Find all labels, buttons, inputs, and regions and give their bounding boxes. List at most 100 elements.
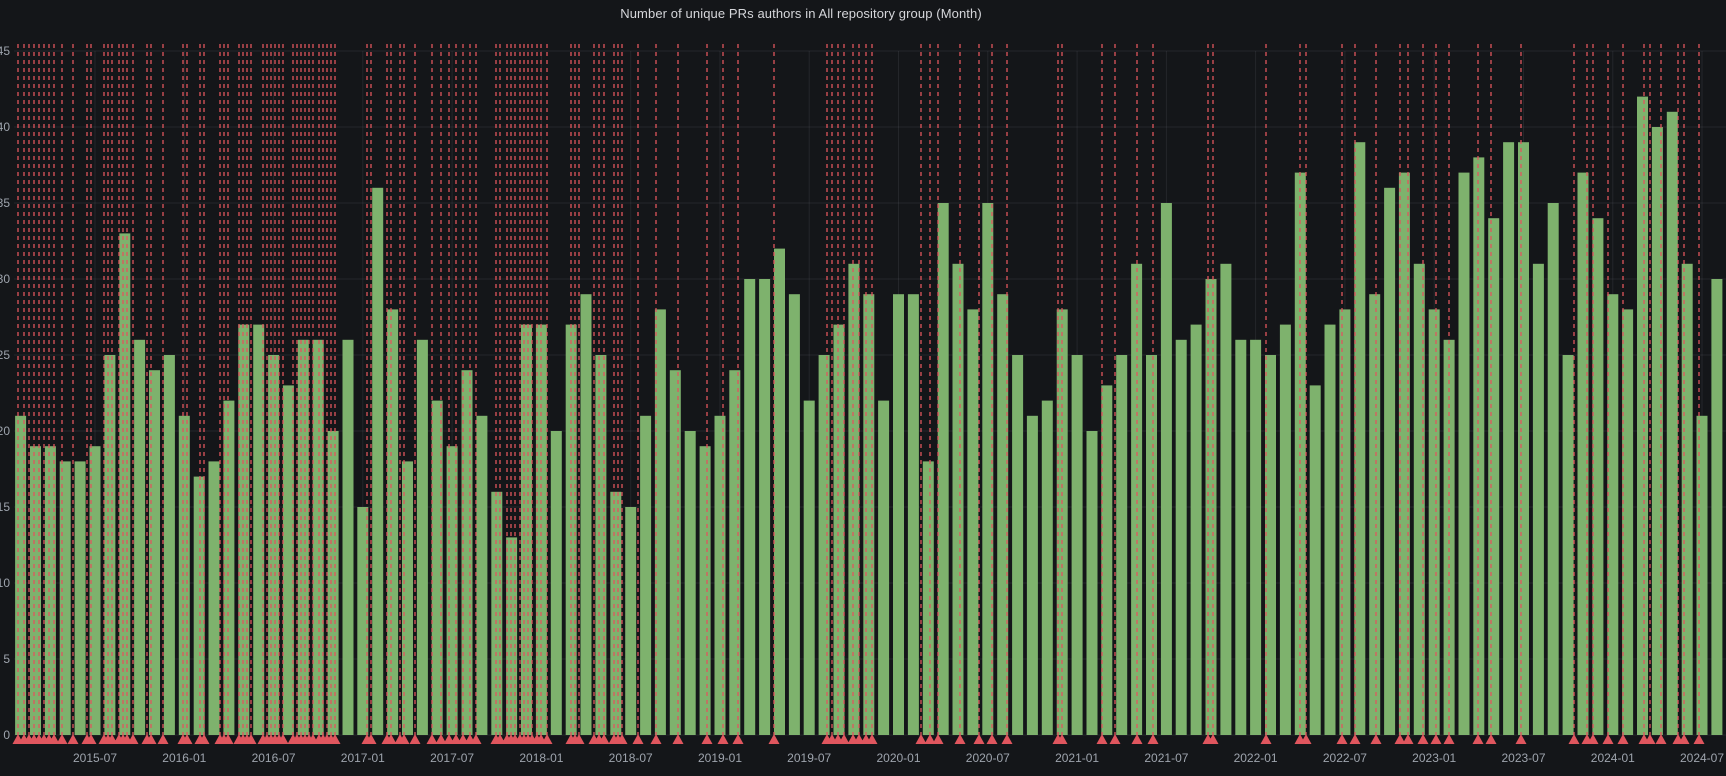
bar-2015-07[interactable] (89, 446, 101, 735)
bar-2019-11[interactable] (863, 294, 875, 735)
annotation-marker-icon[interactable] (127, 734, 139, 744)
bar-2020-09[interactable] (1012, 355, 1024, 735)
bar-2022-08[interactable] (1354, 142, 1366, 735)
bar-2016-05[interactable] (238, 324, 250, 735)
annotation-marker-icon[interactable] (1131, 734, 1143, 744)
bar-2021-04[interactable] (1116, 355, 1128, 735)
bar-2016-03[interactable] (208, 461, 220, 735)
annotation-marker-icon[interactable] (1260, 734, 1272, 744)
bar-2020-12[interactable] (1056, 309, 1068, 735)
bar-2023-11[interactable] (1577, 172, 1589, 736)
annotation-marker-icon[interactable] (398, 734, 410, 744)
annotation-marker-icon[interactable] (1568, 734, 1580, 744)
bar-2024-06[interactable] (1681, 263, 1693, 735)
annotation-marker-icon[interactable] (1207, 734, 1219, 744)
bar-2018-05[interactable] (595, 355, 607, 735)
bar-2023-04[interactable] (1473, 157, 1485, 735)
bar-2020-04[interactable] (937, 203, 949, 735)
bar-2019-08[interactable] (818, 355, 830, 735)
bar-2019-10[interactable] (848, 263, 860, 735)
bar-2023-05[interactable] (1488, 218, 1500, 735)
bar-2020-03[interactable] (922, 461, 934, 735)
annotation-marker-icon[interactable] (954, 734, 966, 744)
annotation-marker-icon[interactable] (1472, 734, 1484, 744)
annotation-marker-icon[interactable] (198, 734, 210, 744)
bar-2015-06[interactable] (74, 461, 86, 735)
bar-2016-06[interactable] (253, 324, 265, 735)
bar-2022-02[interactable] (1265, 355, 1276, 735)
bar-2023-06[interactable] (1503, 142, 1515, 735)
annotation-marker-icon[interactable] (1394, 734, 1406, 744)
annotation-marker-icon[interactable] (1587, 734, 1599, 744)
annotation-marker-icon[interactable] (1443, 734, 1455, 744)
bar-2015-03[interactable] (30, 446, 41, 735)
bar-2020-05[interactable] (952, 263, 964, 735)
annotation-marker-icon[interactable] (915, 734, 927, 744)
annotation-marker-icon[interactable] (181, 734, 193, 744)
bar-2022-10[interactable] (1384, 187, 1396, 736)
bar-2021-12[interactable] (1235, 339, 1247, 735)
bar-2023-08[interactable] (1532, 263, 1544, 735)
bar-2018-09[interactable] (654, 309, 666, 735)
annotation-marker-icon[interactable] (329, 734, 341, 744)
bar-2018-11[interactable] (684, 431, 696, 735)
bar-2017-07[interactable] (446, 446, 458, 735)
bar-2020-02[interactable] (907, 294, 919, 735)
bar-2016-04[interactable] (223, 400, 235, 735)
annotation-marker-icon[interactable] (701, 734, 713, 744)
annotation-marker-icon[interactable] (1096, 734, 1108, 744)
annotation-marker-icon[interactable] (1300, 734, 1312, 744)
bar-2021-08[interactable] (1175, 339, 1187, 735)
annotation-marker-icon[interactable] (365, 734, 377, 744)
bar-2018-12[interactable] (699, 446, 711, 735)
bar-2020-06[interactable] (967, 309, 979, 735)
annotation-marker-icon[interactable] (145, 734, 157, 744)
panel-title[interactable]: Number of unique PRs authors in All repo… (620, 6, 982, 21)
annotation-marker-icon[interactable] (1644, 734, 1656, 744)
bar-2017-05[interactable] (416, 339, 428, 735)
bar-2018-03[interactable] (565, 324, 577, 735)
bar-2020-01[interactable] (893, 294, 904, 735)
bar-2024-05[interactable] (1666, 111, 1678, 736)
bar-2015-12[interactable] (163, 355, 175, 735)
annotation-marker-icon[interactable] (717, 734, 729, 744)
bar-2017-08[interactable] (461, 370, 473, 735)
bar-2016-07[interactable] (268, 355, 280, 735)
bar-2018-07[interactable] (625, 507, 637, 735)
bar-2017-03[interactable] (387, 309, 399, 735)
bar-2018-01[interactable] (535, 324, 547, 735)
annotation-marker-icon[interactable] (573, 734, 585, 744)
bar-2019-02[interactable] (729, 370, 741, 735)
annotation-marker-icon[interactable] (924, 734, 936, 744)
annotation-marker-icon[interactable] (222, 734, 234, 744)
annotation-marker-icon[interactable] (1370, 734, 1382, 744)
annotation-marker-icon[interactable] (650, 734, 662, 744)
bar-2015-08[interactable] (104, 355, 116, 735)
bar-2018-04[interactable] (580, 294, 592, 735)
annotation-marker-icon[interactable] (1515, 734, 1527, 744)
bar-2017-01[interactable] (357, 507, 369, 735)
bar-2016-08[interactable] (282, 385, 294, 735)
annotation-marker-icon[interactable] (470, 734, 482, 744)
bar-2016-12[interactable] (342, 339, 354, 735)
bar-2019-05[interactable] (774, 248, 785, 735)
bar-2024-01[interactable] (1607, 294, 1619, 735)
annotation-marker-icon[interactable] (1417, 734, 1429, 744)
annotation-marker-icon[interactable] (450, 734, 462, 744)
annotation-marker-icon[interactable] (732, 734, 744, 744)
annotation-marker-icon[interactable] (1693, 734, 1705, 744)
annotation-marker-icon[interactable] (1617, 734, 1629, 744)
annotation-marker-icon[interactable] (1678, 734, 1690, 744)
bar-2024-07[interactable] (1696, 415, 1708, 735)
bar-2019-06[interactable] (788, 294, 800, 735)
annotation-marker-icon[interactable] (1430, 734, 1442, 744)
annotation-marker-icon[interactable] (598, 734, 610, 744)
annotation-marker-icon[interactable] (1109, 734, 1121, 744)
bar-2022-12[interactable] (1413, 263, 1425, 735)
annotation-marker-icon[interactable] (106, 734, 118, 744)
annotation-marker-icon[interactable] (866, 734, 878, 744)
bar-2019-09[interactable] (833, 324, 845, 735)
bar-2023-12[interactable] (1592, 218, 1604, 735)
annotation-marker-icon[interactable] (1001, 734, 1013, 744)
annotation-marker-icon[interactable] (457, 734, 469, 744)
